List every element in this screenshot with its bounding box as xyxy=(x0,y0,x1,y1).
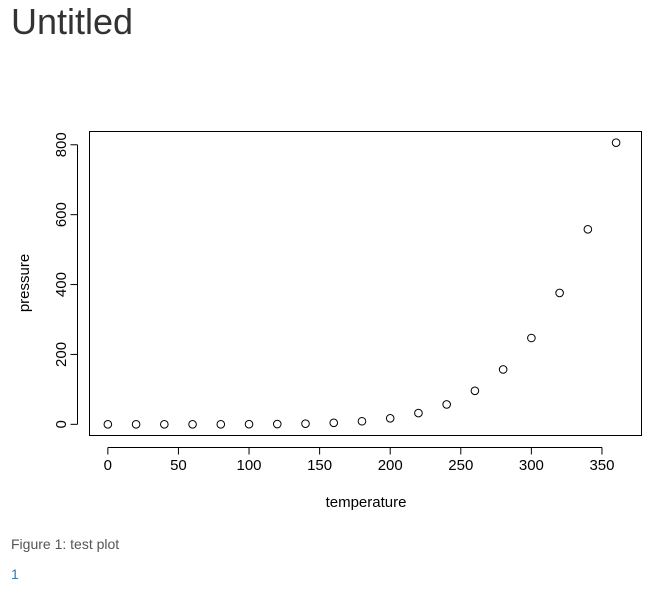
data-point xyxy=(131,420,141,429)
data-point xyxy=(414,408,423,418)
data-point xyxy=(244,419,254,429)
data-point xyxy=(357,416,367,426)
y-tick-label: 400 xyxy=(53,272,70,297)
y-tick-label: 800 xyxy=(53,132,70,157)
data-point xyxy=(470,386,480,396)
data-point xyxy=(301,419,310,428)
x-tick-label: 50 xyxy=(170,457,187,474)
data-point xyxy=(160,420,169,429)
data-point xyxy=(583,225,593,234)
x-tick-label: 300 xyxy=(519,457,544,474)
x-axis: 0 50 100 150 200 250 300 350 xyxy=(104,447,614,474)
data-point xyxy=(527,333,536,343)
data-point xyxy=(103,420,113,429)
plot-frame xyxy=(89,131,642,436)
y-tick-label: 200 xyxy=(53,342,70,367)
x-tick-label: 150 xyxy=(307,457,332,474)
data-points xyxy=(103,138,621,429)
data-point xyxy=(611,138,621,147)
x-tick-label: 200 xyxy=(378,457,403,474)
data-point xyxy=(216,419,226,429)
x-tick-label: 100 xyxy=(237,457,262,474)
data-point xyxy=(498,365,508,374)
x-axis-label: temperature xyxy=(326,494,407,511)
figure-caption: Figure 1: test plot xyxy=(11,536,120,552)
data-point xyxy=(555,288,564,298)
data-point xyxy=(329,418,339,428)
x-tick-label: 350 xyxy=(589,457,614,474)
y-axis-label: pressure xyxy=(16,254,33,312)
data-point xyxy=(272,419,282,429)
y-tick-label: 600 xyxy=(53,202,70,227)
data-point xyxy=(188,420,197,429)
page-title: Untitled xyxy=(11,1,134,42)
data-point xyxy=(442,400,451,409)
data-point xyxy=(385,413,395,423)
y-axis: 0 200 400 600 800 xyxy=(53,132,78,428)
y-tick-label: 0 xyxy=(53,420,70,428)
x-tick-label: 0 xyxy=(104,457,112,474)
x-tick-label: 250 xyxy=(448,457,473,474)
page-number-link[interactable]: 1 xyxy=(11,566,19,582)
